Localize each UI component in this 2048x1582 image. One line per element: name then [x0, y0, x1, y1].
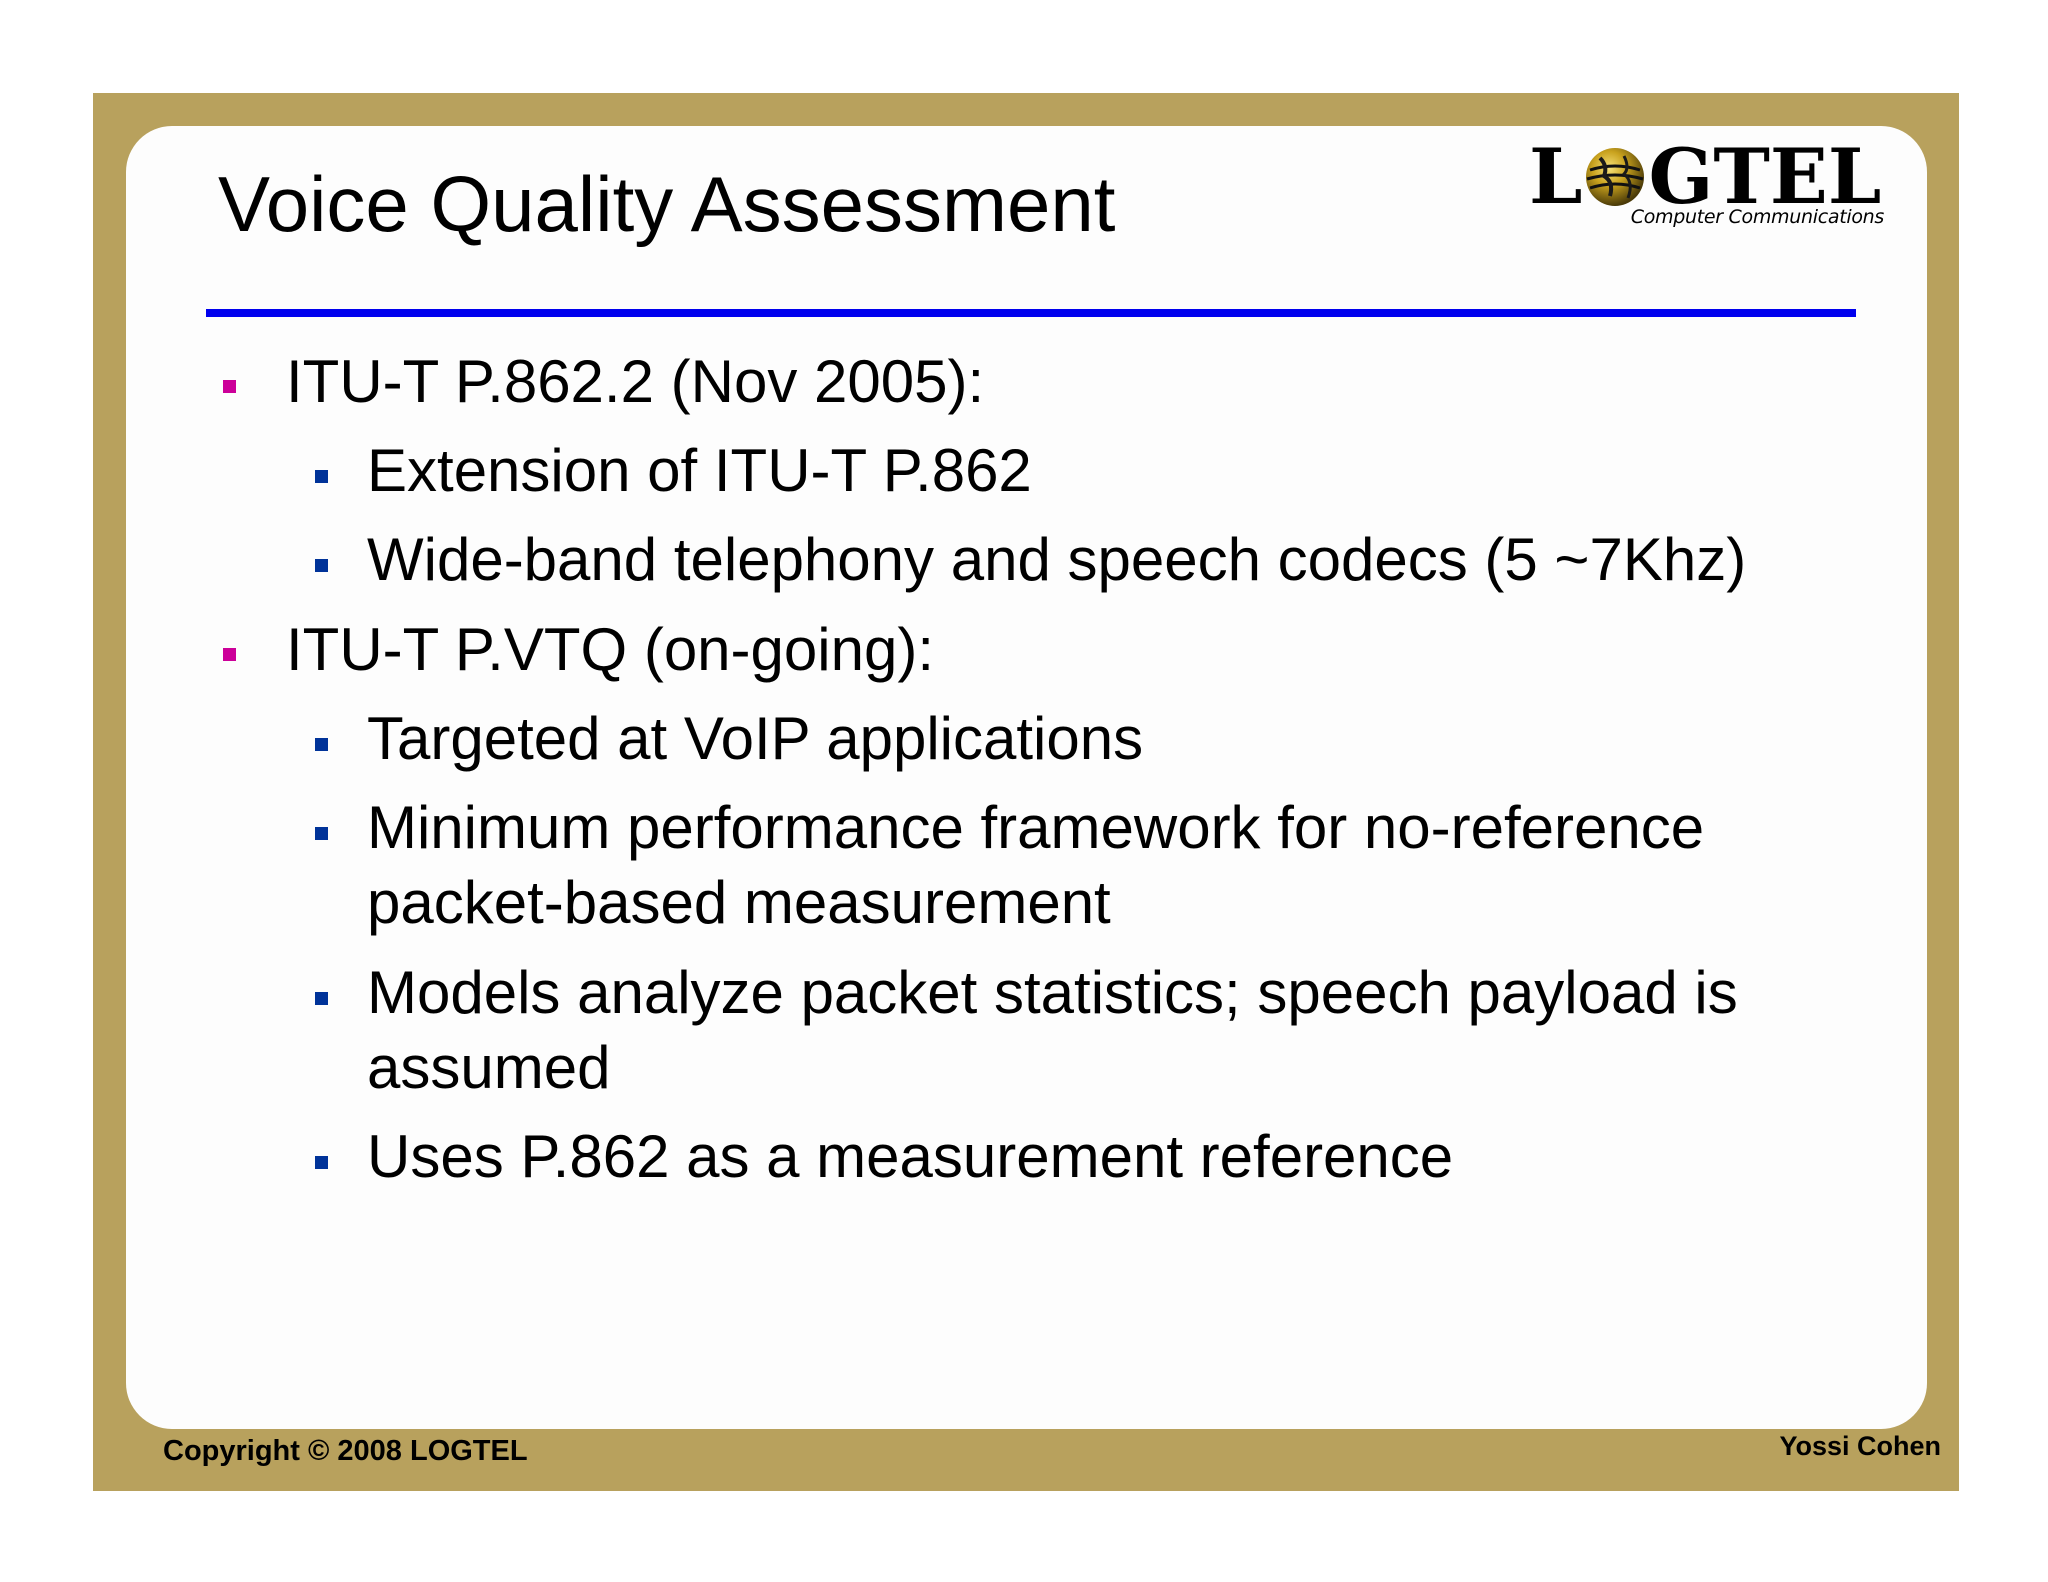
logo-tagline: Computer Communications [1630, 206, 1885, 228]
bullet-marker [315, 470, 328, 483]
bullet-marker [315, 992, 328, 1005]
logo-letters-gtel: GTEL [1648, 132, 1882, 221]
slide-frame: Voice Quality Assessment L [93, 93, 1959, 1491]
bullet-list: ITU-T P.862.2 (Nov 2005): Extension of I… [126, 126, 1927, 1429]
bullet-item-continuation: assumed [367, 1034, 611, 1101]
bullet-marker [315, 1156, 328, 1169]
bullet-item: Targeted at VoIP applications [367, 705, 1144, 772]
bullet-marker [315, 738, 328, 751]
footer-copyright: Copyright © 2008 LOGTEL [163, 1435, 528, 1467]
bullet-item: ITU-T P.VTQ (on-going): [286, 616, 934, 683]
slide-title: Voice Quality Assessment [218, 160, 1116, 248]
logo-letter-l: L [1529, 132, 1583, 221]
bullet-marker [315, 827, 328, 840]
globe-icon [1586, 148, 1645, 206]
bullet-item: Minimum performance framework for no-ref… [367, 794, 1705, 861]
bullet-marker [223, 648, 236, 661]
title-rule [206, 309, 1856, 317]
bullet-item: Models analyze packet statistics; speech… [367, 959, 1738, 1026]
bullet-item: Extension of ITU-T P.862 [367, 437, 1032, 504]
bullet-marker [223, 380, 236, 393]
bullet-marker [315, 559, 328, 572]
bullet-item: Wide-band telephony and speech codecs (5… [367, 526, 1747, 593]
slide-panel: Voice Quality Assessment L [126, 126, 1927, 1429]
bullet-item: ITU-T P.862.2 (Nov 2005): [286, 348, 985, 415]
logtel-logo: L GTEL [1529, 129, 1889, 239]
bullet-item: Uses P.862 as a measurement reference [367, 1123, 1454, 1190]
footer-author: Yossi Cohen [1779, 1431, 1941, 1461]
bullet-item-continuation: packet-based measurement [367, 869, 1111, 936]
logo-wordmark: L GTEL [1529, 129, 1881, 225]
